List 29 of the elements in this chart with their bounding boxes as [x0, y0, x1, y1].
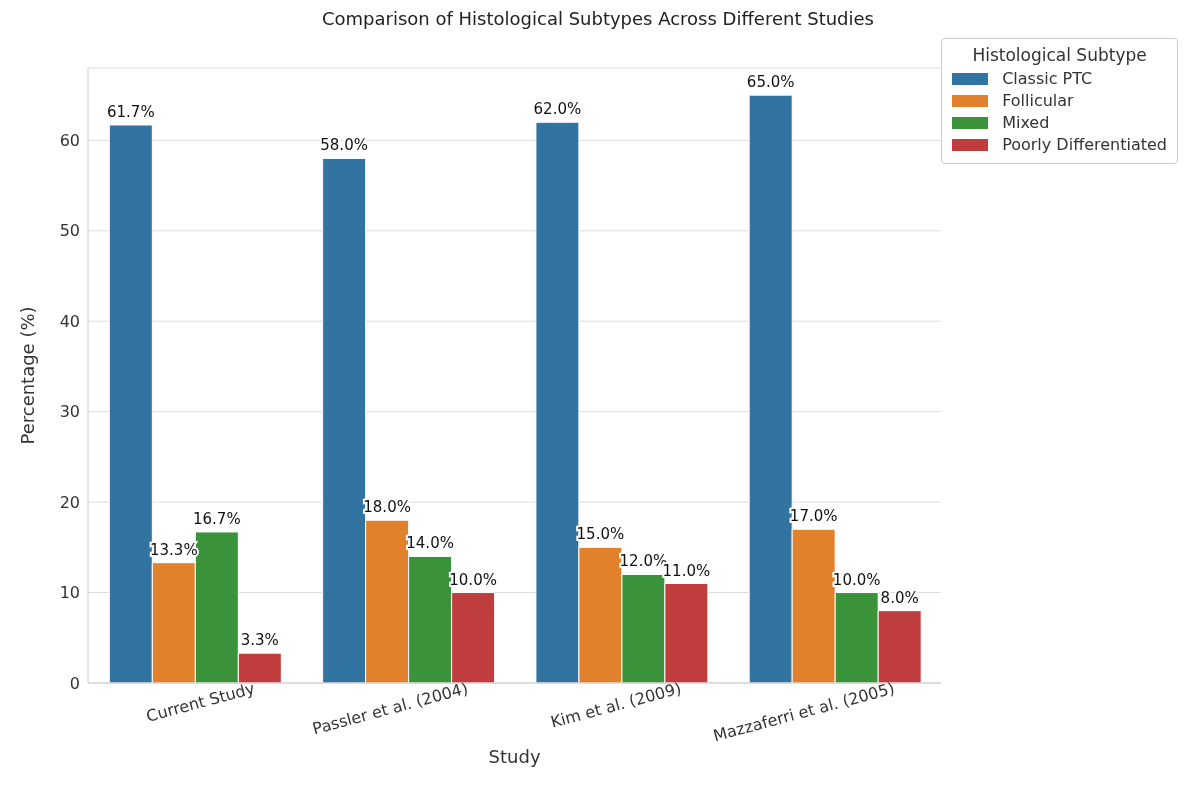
data-label: 15.0% [576, 525, 625, 544]
y-tick-label: 20 [59, 492, 80, 512]
legend-label: Poorly Differentiated [1002, 135, 1167, 154]
y-tick-label: 10 [59, 583, 80, 603]
data-label: 8.0% [880, 588, 919, 607]
x-tick-label: Kim et al. (2009) [548, 678, 684, 732]
y-tick-label: 0 [69, 673, 80, 693]
y-tick-label: 50 [59, 221, 80, 241]
data-label: 16.7% [193, 509, 241, 528]
data-label: 58.0% [320, 136, 368, 155]
legend-label: Classic PTC [1002, 69, 1093, 88]
x-axis-title: Study [488, 746, 541, 767]
data-label: 65.0% [746, 73, 795, 92]
x-tick-label: Current Study [144, 678, 257, 726]
y-tick-label: 40 [59, 311, 80, 331]
legend-label: Follicular [1002, 91, 1074, 110]
y-tick-label: 60 [59, 131, 80, 151]
data-label: 18.0% [363, 498, 411, 517]
data-label: 62.0% [533, 100, 582, 119]
y-tick-label: 30 [59, 402, 80, 422]
data-label: 10.0% [449, 570, 497, 589]
data-label: 61.7% [107, 102, 155, 121]
legend-title: Histological Subtype [971, 45, 1148, 65]
chart-title: Comparison of Histological Subtypes Across Different Studies [321, 8, 875, 31]
x-tick-label: Passler et al. (2004) [310, 678, 471, 739]
legend-label: Mixed [1002, 113, 1050, 132]
data-label: 3.3% [240, 631, 279, 650]
y-axis-title: Percentage (%) [17, 306, 39, 445]
data-label: 14.0% [406, 534, 454, 553]
